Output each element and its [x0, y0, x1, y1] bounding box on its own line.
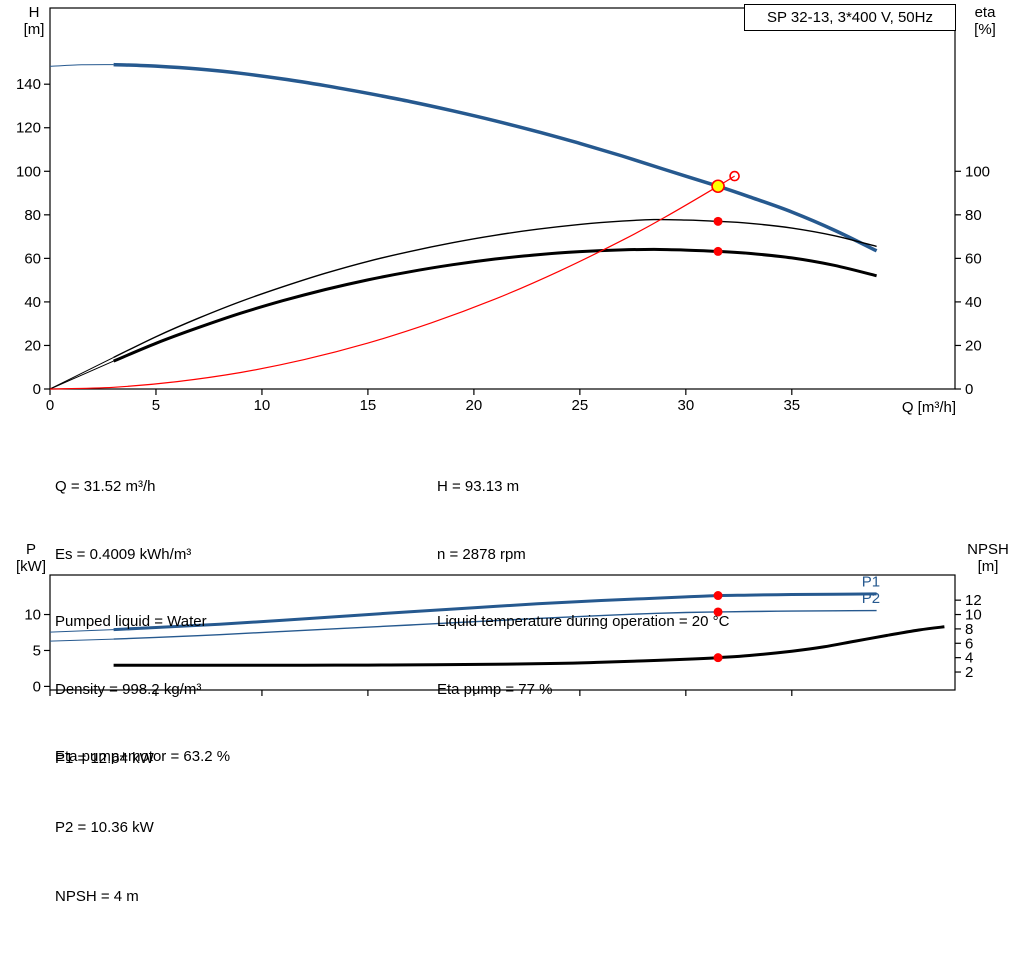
duty-point-marker: [711, 179, 725, 194]
left-axis-tick-label: 10: [24, 607, 41, 624]
right-axis-tick-label: 60: [965, 250, 982, 267]
power-axis-symbol: P: [25, 541, 36, 558]
right-axis-tick-label: 6: [965, 635, 973, 652]
series-label-p2: P2: [862, 590, 880, 607]
x-axis-tick-label: 5: [152, 397, 160, 414]
info-line-temperature: Liquid temperature during operation = 20…: [437, 613, 730, 630]
x-axis-tick-label: 0: [46, 397, 54, 414]
left-axis-tick-label: 100: [16, 163, 41, 180]
npsh-axis-unit: [m]: [977, 558, 999, 575]
head-axis-title: H [m]: [14, 4, 54, 38]
left-axis-tick-label: 20: [24, 337, 41, 354]
left-axis-tick-label: 0: [33, 678, 41, 695]
info-line-density: Density = 998.2 kg/m³: [55, 680, 202, 698]
right-axis-tick-label: 8: [965, 621, 973, 638]
result-line-npsh: NPSH = 4 m: [55, 888, 139, 905]
info-line-energy: Es = 0.4009 kWh/m³: [55, 545, 192, 563]
left-axis-tick-label: 80: [24, 207, 41, 224]
eta-pump-point-marker: [713, 216, 723, 226]
eta-axis-unit: [%]: [974, 21, 996, 38]
left-axis-tick-label: 5: [33, 642, 41, 659]
head-lead-curve: [49, 64, 114, 67]
p2-lead-curve: [49, 638, 114, 642]
system-curve-curve: [49, 175, 735, 390]
left-axis-tick-label: 60: [24, 250, 41, 267]
power-axis-title: P [kW]: [8, 541, 54, 575]
target-point-marker: [729, 170, 740, 182]
head-axis-symbol: H: [28, 4, 40, 21]
p1-curve: [113, 592, 877, 632]
right-axis-tick-label: 12: [965, 592, 982, 609]
p1-lead-curve: [49, 629, 114, 633]
eta-axis-title: eta [%]: [962, 4, 1008, 38]
plot-frame: [49, 574, 956, 691]
x-axis-tick-label: 25: [572, 397, 589, 414]
flow-axis-title: Q [m³/h]: [901, 399, 956, 416]
power-results: P1 = 12.64 kW P2 = 10.36 kW NPSH = 4 m: [55, 701, 154, 954]
x-axis-tick-label: 15: [360, 397, 377, 414]
x-axis-tick-label: 20: [466, 397, 483, 414]
head-curve: [113, 62, 878, 253]
eta-pump-motor-curve: [113, 247, 877, 363]
right-axis-tick-label: 0: [965, 381, 973, 398]
result-line-p1: P1 = 12.64 kW: [55, 750, 154, 767]
eta-pump-lead-curve: [49, 356, 114, 390]
pump-title-box: SP 32-13, 3*400 V, 50Hz: [744, 4, 956, 31]
eta-pump-motor-point-marker: [713, 246, 723, 256]
left-axis-tick-label: 140: [16, 76, 41, 93]
operating-data-left: Q = 31.52 m³/h Es = 0.4009 kWh/m³ Pumped…: [55, 431, 230, 814]
info-line-liquid: Pumped liquid = Water: [55, 613, 207, 630]
operating-data-right: H = 93.13 m n = 2878 rpm Liquid temperat…: [437, 431, 729, 746]
x-axis-tick-label: 10: [254, 397, 271, 414]
info-line-eta-pump: Eta pump = 77 %: [437, 680, 553, 698]
right-axis-tick-label: 10: [965, 607, 982, 624]
right-axis-tick-label: 80: [965, 207, 982, 224]
info-line-speed: n = 2878 rpm: [437, 545, 526, 563]
series-label-p1: P1: [862, 574, 880, 591]
info-line-flow: Q = 31.52 m³/h: [55, 478, 156, 495]
p1-point-marker: [713, 591, 723, 601]
result-line-p2: P2 = 10.36 kW: [55, 819, 154, 836]
npsh-curve: [113, 625, 945, 667]
eta-pump-motor-lead-curve: [49, 360, 114, 390]
info-line-eta-total: Eta pump+motor = 63.2 %: [55, 748, 231, 765]
head-axis-unit: [m]: [23, 21, 45, 38]
power-axis-unit: [kW]: [16, 558, 46, 575]
npsh-axis-title: NPSH [m]: [958, 541, 1018, 575]
eta-axis-symbol: eta: [974, 4, 996, 21]
info-line-head: H = 93.13 m: [437, 478, 520, 495]
left-axis-tick-label: 0: [33, 381, 41, 398]
p2-point-marker: [713, 607, 723, 617]
pump-title: SP 32-13, 3*400 V, 50Hz: [767, 9, 933, 26]
right-axis-tick-label: 40: [965, 294, 982, 311]
right-axis-tick-label: 4: [965, 650, 973, 667]
x-axis-tick-label: 35: [783, 397, 800, 414]
left-axis-tick-label: 120: [16, 120, 41, 137]
left-axis-tick-label: 40: [24, 294, 41, 311]
x-axis-tick-label: 30: [677, 397, 694, 414]
right-axis-tick-label: 100: [965, 163, 990, 180]
right-axis-tick-label: 20: [965, 337, 982, 354]
head-flow-chart: 0 20 40 60 80 100 120 140 0 20 40 60 80 100 0 5 10 15 20 25…: [16, 7, 990, 414]
plot-frame: [49, 7, 956, 390]
right-axis-tick-label: 2: [965, 664, 973, 681]
npsh-axis-symbol: NPSH: [967, 541, 1009, 558]
npsh-point-marker: [713, 653, 723, 663]
eta-pump-curve: [113, 218, 877, 359]
pump-curve-page: 0 20 40 60 80 100 120 140 0 20 40 60 80 100 0 5 10 15 20 25…: [8, 4, 1018, 905]
p2-curve: [113, 609, 877, 640]
